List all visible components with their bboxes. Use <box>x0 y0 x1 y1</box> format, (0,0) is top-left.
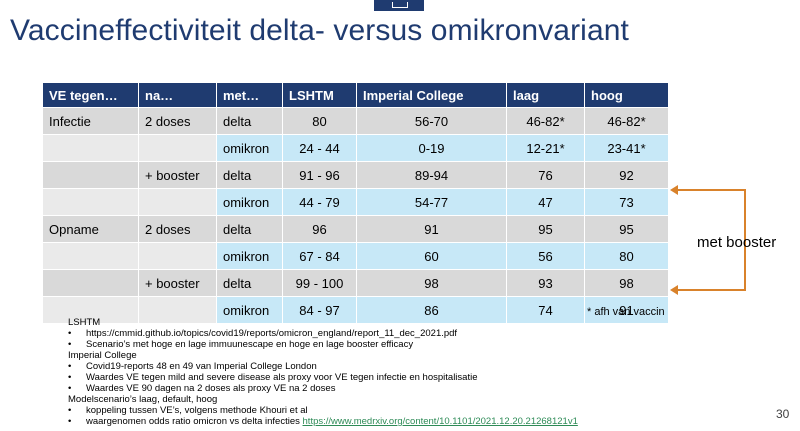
table-row: + booster delta 99 - 100 98 93 98 <box>42 269 669 297</box>
table-cell <box>42 296 139 324</box>
notes-lshtm-scenario: Scenario’s met hoge en lage immuunescape… <box>68 339 578 350</box>
table-cell: 80 <box>584 242 669 270</box>
table-cell <box>42 134 139 162</box>
page-title: Vaccineffectiviteit delta- versus omikro… <box>10 14 629 47</box>
table-cell: 86 <box>356 296 507 324</box>
notes-lshtm-heading: LSHTM <box>68 317 101 328</box>
table-cell <box>138 134 217 162</box>
table-cell: omikron <box>216 242 283 270</box>
table-cell: 54-77 <box>356 188 507 216</box>
table-cell: omikron <box>216 134 283 162</box>
table-cell: delta <box>216 161 283 189</box>
table-cell: omikron <box>216 296 283 324</box>
table-cell: 60 <box>356 242 507 270</box>
table-cell <box>42 269 139 297</box>
ve-table: VE tegen… na… met… LSHTM Imperial Colleg… <box>42 82 669 324</box>
table-row: omikron 24 - 44 0-19 12-21* 23-41* <box>42 134 669 162</box>
table-row: omikron 44 - 79 54-77 47 73 <box>42 188 669 216</box>
table-cell: 23-41* <box>584 134 669 162</box>
table-row: + booster delta 91 - 96 89-94 76 92 <box>42 161 669 189</box>
table-cell: 96 <box>282 215 357 243</box>
table-cell: 2 doses <box>138 107 217 135</box>
table-cell: 91 <box>584 296 669 324</box>
met-booster-label: met booster <box>697 234 777 251</box>
table-cell: + booster <box>138 161 217 189</box>
source-notes: LSHTM https://cmmid.github.io/topics/cov… <box>68 317 578 427</box>
table-cell: Infectie <box>42 107 139 135</box>
table-cell: 89-94 <box>356 161 507 189</box>
arrow-top-head-icon <box>670 185 678 195</box>
table-cell: 84 - 97 <box>282 296 357 324</box>
table-row: Infectie 2 doses delta 80 56-70 46-82* 4… <box>42 107 669 135</box>
table-cell: 95 <box>506 215 585 243</box>
notes-model-heading: Modelscenario’s laag, default, hoog <box>68 394 218 405</box>
table-cell: 99 - 100 <box>282 269 357 297</box>
table-cell: 46-82* <box>584 107 669 135</box>
table-row: omikron 67 - 84 60 56 80 <box>42 242 669 270</box>
table-cell: 47 <box>506 188 585 216</box>
notes-imperial-proxy: Waardes VE tegen mild and severe disease… <box>68 372 578 383</box>
table-cell: 95 <box>584 215 669 243</box>
table-cell <box>42 188 139 216</box>
table-cell <box>42 161 139 189</box>
notes-model-oddsratio-text: waargenomen odds ratio omicron vs delta … <box>86 416 300 427</box>
table-cell: Opname <box>42 215 139 243</box>
table-cell: 56 <box>506 242 585 270</box>
table-cell: 74 <box>506 296 585 324</box>
table-cell: omikron <box>216 188 283 216</box>
table-row: omikron 84 - 97 86 74 91 <box>42 296 669 324</box>
header-na: na… <box>138 82 217 108</box>
table-cell <box>138 242 217 270</box>
table-cell: 0-19 <box>356 134 507 162</box>
footnote: * afh van vaccin <box>587 306 665 318</box>
table-cell: 12-21* <box>506 134 585 162</box>
table-header-row: VE tegen… na… met… LSHTM Imperial Colleg… <box>42 82 669 108</box>
table-cell: 91 - 96 <box>282 161 357 189</box>
notes-model-oddsratio: waargenomen odds ratio omicron vs delta … <box>68 416 578 427</box>
table-cell: 24 - 44 <box>282 134 357 162</box>
bracket-vertical-line <box>744 189 746 291</box>
notes-model-koppeling: koppeling tussen VE’s, volgens methode K… <box>68 405 578 416</box>
notes-lshtm-link: https://cmmid.github.io/topics/covid19/r… <box>68 328 578 339</box>
table-cell: 2 doses <box>138 215 217 243</box>
arrow-bottom-head-icon <box>670 285 678 295</box>
arrow-bottom-line <box>678 289 746 291</box>
table-cell: delta <box>216 107 283 135</box>
table-cell: 76 <box>506 161 585 189</box>
table-cell: + booster <box>138 269 217 297</box>
notes-imperial-90days: Waardes VE 90 dagen na 2 doses als proxy… <box>68 383 578 394</box>
medrxiv-link[interactable]: https://www.medrxiv.org/content/10.1101/… <box>302 416 578 427</box>
table-cell: 67 - 84 <box>282 242 357 270</box>
table-cell: 56-70 <box>356 107 507 135</box>
table-cell: 91 <box>356 215 507 243</box>
table-cell: 98 <box>356 269 507 297</box>
header-ve-tegen: VE tegen… <box>42 82 139 108</box>
table-cell: 92 <box>584 161 669 189</box>
notes-imperial-reports: Covid19-reports 48 en 49 van Imperial Co… <box>68 361 578 372</box>
header-lshtm: LSHTM <box>282 82 357 108</box>
logo-icon <box>392 2 408 8</box>
table-cell: delta <box>216 269 283 297</box>
header-met: met… <box>216 82 283 108</box>
header-imperial: Imperial College <box>356 82 507 108</box>
header-laag: laag <box>506 82 585 108</box>
table-cell: 44 - 79 <box>282 188 357 216</box>
table-cell <box>42 242 139 270</box>
header-hoog: hoog <box>584 82 669 108</box>
notes-imperial-heading: Imperial College <box>68 350 137 361</box>
table-cell: delta <box>216 215 283 243</box>
arrow-top-line <box>678 189 746 191</box>
table-cell <box>138 188 217 216</box>
page-number: 30 <box>776 407 790 421</box>
table-cell: 93 <box>506 269 585 297</box>
logo-box <box>374 0 424 11</box>
table-row: Opname 2 doses delta 96 91 95 95 <box>42 215 669 243</box>
table-cell: 98 <box>584 269 669 297</box>
table-cell: 73 <box>584 188 669 216</box>
table-cell: 80 <box>282 107 357 135</box>
table-cell: 46-82* <box>506 107 585 135</box>
